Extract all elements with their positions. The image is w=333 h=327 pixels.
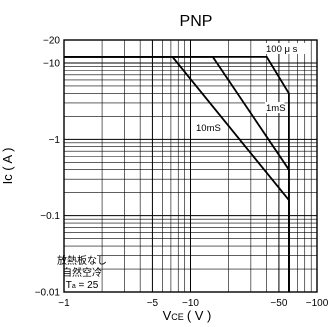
series-label-bg-2 bbox=[265, 102, 285, 113]
chart-title: PNP bbox=[180, 13, 213, 30]
x-tick-label: −10 bbox=[182, 298, 199, 309]
y-tick-label: −10 bbox=[43, 58, 60, 69]
plot-frame bbox=[63, 39, 318, 293]
series-label-bg-3 bbox=[195, 122, 221, 133]
y-tick-label: −0.01 bbox=[35, 288, 61, 299]
y-tick-label: −0.1 bbox=[40, 211, 60, 222]
x-axis-label-main: V bbox=[163, 308, 172, 323]
major-grid bbox=[64, 40, 317, 292]
y-tick-labels: −20 −10 −1 −0.1 −0.01 bbox=[35, 36, 61, 299]
annotation-line-1: 放熱板なし bbox=[57, 254, 107, 267]
x-tick-labels: −1 −5 −10 −50 −100 bbox=[58, 298, 328, 309]
y-axis-label: Ic ( A ) bbox=[0, 148, 15, 185]
x-tick-label: −50 bbox=[270, 298, 287, 309]
x-tick-label: −1 bbox=[58, 298, 70, 309]
series-label-3: 10mS bbox=[196, 123, 221, 134]
annotation-box-bg bbox=[65, 251, 97, 291]
series-label-bg-1 bbox=[265, 43, 308, 54]
series-label-2: 1mS bbox=[266, 103, 286, 114]
x-tick-label: −100 bbox=[306, 298, 329, 309]
annotation-line-3-rest: = 25 bbox=[76, 280, 99, 291]
x-axis-label-unit: ( V ) bbox=[187, 308, 212, 323]
series-layer: 100 μ s 1mS 10mS bbox=[64, 43, 308, 292]
series-label-1: 100 μ s bbox=[266, 44, 298, 55]
annotation-line-3-sub: a bbox=[72, 283, 76, 290]
x-axis-label-sub: CE bbox=[171, 312, 184, 322]
y-tick-label: −20 bbox=[43, 36, 60, 47]
x-axis-label: VCE( V ) bbox=[163, 308, 212, 323]
x-tick-label: −5 bbox=[147, 298, 159, 309]
series-line-3 bbox=[64, 56, 290, 292]
y-tick-label: −1 bbox=[49, 135, 61, 146]
annotation-line-3: Ta = 25 bbox=[66, 280, 99, 291]
annotation-box: 放熱板なし 自然空冷 Ta = 25 bbox=[57, 251, 107, 291]
annotation-line-3-main: T bbox=[66, 280, 72, 291]
annotation-line-2: 自然空冷 bbox=[62, 266, 102, 279]
